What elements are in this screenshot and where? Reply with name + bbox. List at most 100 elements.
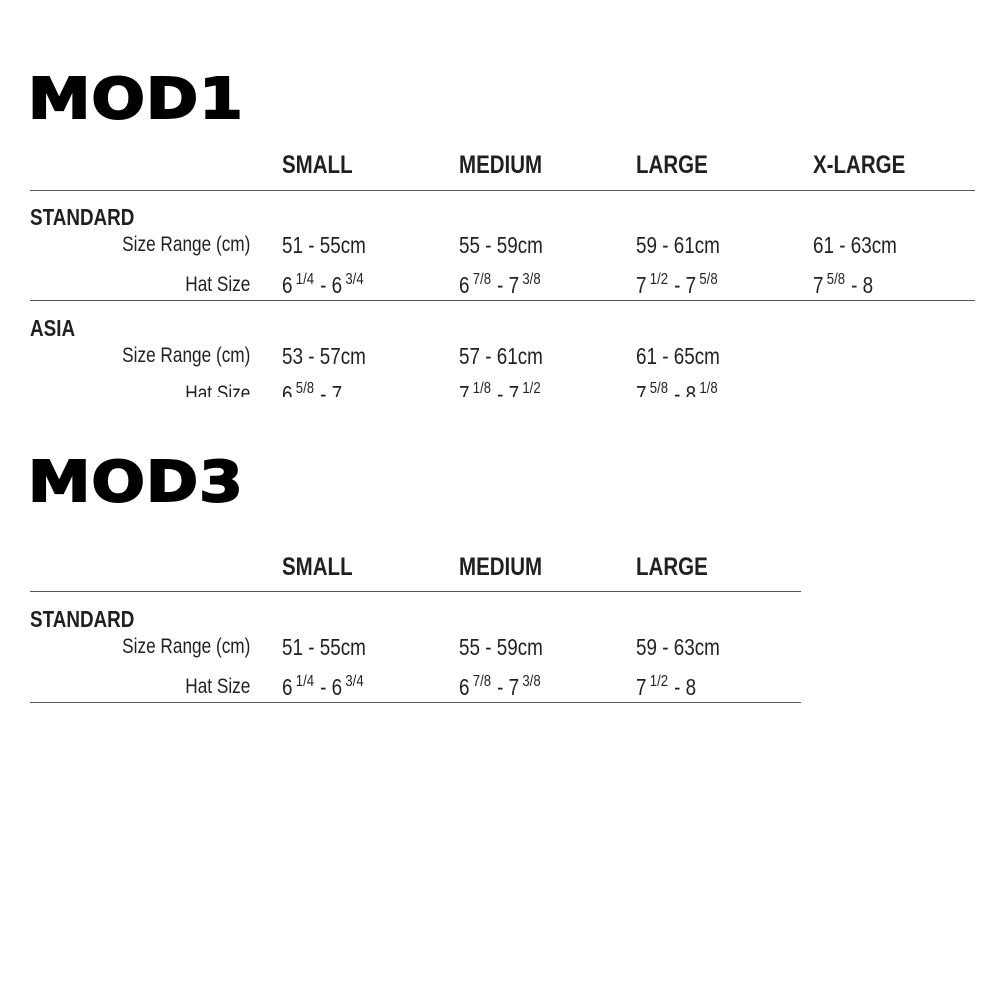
group-divider <box>30 702 801 703</box>
size-range-value-text: 51 - 55cm <box>282 634 366 660</box>
hat-size-label: Hat Size <box>0 274 250 295</box>
hat-size-value: 6 1/4 - 6 3/4 <box>282 673 383 700</box>
size-range-value: 59 - 63cm <box>636 636 738 659</box>
hat-whole: 7 <box>331 381 343 398</box>
size-range-value: 51 - 55cm <box>282 636 384 659</box>
size-range-value: 55 - 59cm <box>459 234 561 257</box>
hat-fraction: 3/8 <box>522 673 541 690</box>
header-divider <box>30 591 801 592</box>
hat-fraction: 1/8 <box>699 380 718 397</box>
size-range-value: 61 - 65cm <box>636 345 738 368</box>
hat-whole: 8 <box>685 381 697 398</box>
size-range-label-text: Size Range (cm) <box>121 233 250 256</box>
hat-fraction: 1/2 <box>649 673 669 690</box>
hat-whole: 7 <box>508 381 520 398</box>
hat-fraction: 5/8 <box>649 380 669 397</box>
hat-size-text: 6 1/4 - 6 3/4 <box>282 673 364 700</box>
column-header-text: MEDIUM <box>459 151 543 179</box>
hat-size-value: 7 1/2 - 7 5/8 <box>636 271 737 298</box>
size-range-value-text: 61 - 65cm <box>636 343 720 369</box>
size-range-label-text: Size Range (cm) <box>121 635 250 658</box>
group-name: ASIA <box>30 317 85 340</box>
hat-whole: 7 <box>508 674 520 700</box>
hat-whole: 6 <box>459 674 470 700</box>
size-range-value-text: 53 - 57cm <box>282 343 366 369</box>
column-header: SMALL <box>282 153 368 178</box>
column-header: MEDIUM <box>459 555 560 580</box>
table-title: MOD1 <box>27 67 244 132</box>
group-name-text: STANDARD <box>30 204 135 230</box>
hat-whole: 7 <box>636 674 647 700</box>
hat-size-label: Hat Size <box>0 383 250 397</box>
size-range-label: Size Range (cm) <box>0 345 250 366</box>
size-range-value-text: 57 - 61cm <box>459 343 543 369</box>
size-range-value: 57 - 61cm <box>459 345 561 368</box>
column-header-text: X-LARGE <box>813 151 906 179</box>
range-dash: - <box>491 674 509 700</box>
hat-size-value: 7 5/8 - 8 1/8 <box>636 380 737 398</box>
hat-size-text: 6 7/8 - 7 3/8 <box>459 271 541 298</box>
header-divider <box>30 190 975 191</box>
group-name: STANDARD <box>30 608 157 631</box>
column-header: SMALL <box>282 555 368 580</box>
column-header-text: MEDIUM <box>459 553 543 581</box>
hat-size-label: Hat Size <box>0 676 250 697</box>
hat-fraction: 1/8 <box>472 380 492 397</box>
hat-fraction: 3/4 <box>345 271 364 288</box>
hat-whole: 8 <box>862 272 874 298</box>
hat-whole: 8 <box>685 674 697 700</box>
size-range-label: Size Range (cm) <box>0 234 250 255</box>
hat-fraction: 1/4 <box>295 673 315 690</box>
size-range-value-text: 59 - 63cm <box>636 634 720 660</box>
hat-size-text: 7 1/8 - 7 1/2 <box>459 380 541 398</box>
size-range-value-text: 55 - 59cm <box>459 634 543 660</box>
group-name-text: ASIA <box>30 315 76 341</box>
column-header: LARGE <box>636 555 724 580</box>
column-header: MEDIUM <box>459 153 560 178</box>
hat-fraction: 7/8 <box>472 673 492 690</box>
hat-whole: 7 <box>685 272 697 298</box>
hat-size-label-text: Hat Size <box>184 675 250 698</box>
hat-size-value: 6 1/4 - 6 3/4 <box>282 271 383 298</box>
size-range-value: 61 - 63cm <box>813 234 915 257</box>
hat-whole: 6 <box>331 272 343 298</box>
range-dash: - <box>314 272 332 298</box>
size-range-value: 53 - 57cm <box>282 345 384 368</box>
hat-whole: 6 <box>459 272 470 298</box>
hat-size-label-text: Hat Size <box>184 382 250 397</box>
hat-size-value: 6 7/8 - 7 3/8 <box>459 673 560 700</box>
size-range-label-text: Size Range (cm) <box>121 344 250 367</box>
hat-fraction: 5/8 <box>295 380 315 397</box>
range-dash: - <box>845 272 863 298</box>
hat-size-text: 7 1/2 - 7 5/8 <box>636 271 718 298</box>
hat-size-text: 6 7/8 - 7 3/8 <box>459 673 541 700</box>
group-name: STANDARD <box>30 206 157 229</box>
size-range-value-text: 61 - 63cm <box>813 232 897 258</box>
hat-fraction: 3/4 <box>345 673 364 690</box>
size-range-value-text: 55 - 59cm <box>459 232 543 258</box>
hat-fraction: 1/2 <box>649 271 669 288</box>
hat-size-value: 6 7/8 - 7 3/8 <box>459 271 560 298</box>
column-header: X-LARGE <box>813 153 926 178</box>
size-range-value: 59 - 61cm <box>636 234 738 257</box>
hat-whole: 7 <box>508 272 520 298</box>
size-range-value: 55 - 59cm <box>459 636 561 659</box>
range-dash: - <box>314 381 332 398</box>
group-name-text: STANDARD <box>30 606 135 632</box>
column-header: LARGE <box>636 153 724 178</box>
hat-fraction: 7/8 <box>472 271 492 288</box>
range-dash: - <box>668 381 686 398</box>
hat-size-value: 7 1/8 - 7 1/2 <box>459 380 560 398</box>
group-divider <box>30 300 975 301</box>
hat-whole: 6 <box>282 381 293 398</box>
range-dash: - <box>668 674 686 700</box>
hat-whole: 7 <box>459 381 470 398</box>
hat-size-value: 7 1/2 - 8 <box>636 673 709 700</box>
hat-size-text: 6 5/8 - 7 <box>282 380 343 398</box>
hat-size-value: 7 5/8 - 8 <box>813 272 886 298</box>
hat-size-text: 7 5/8 - 8 <box>813 272 874 298</box>
size-range-value-text: 51 - 55cm <box>282 232 366 258</box>
column-header-text: SMALL <box>282 151 353 179</box>
hat-whole: 6 <box>282 674 293 700</box>
hat-size-text: 7 1/2 - 8 <box>636 673 697 700</box>
